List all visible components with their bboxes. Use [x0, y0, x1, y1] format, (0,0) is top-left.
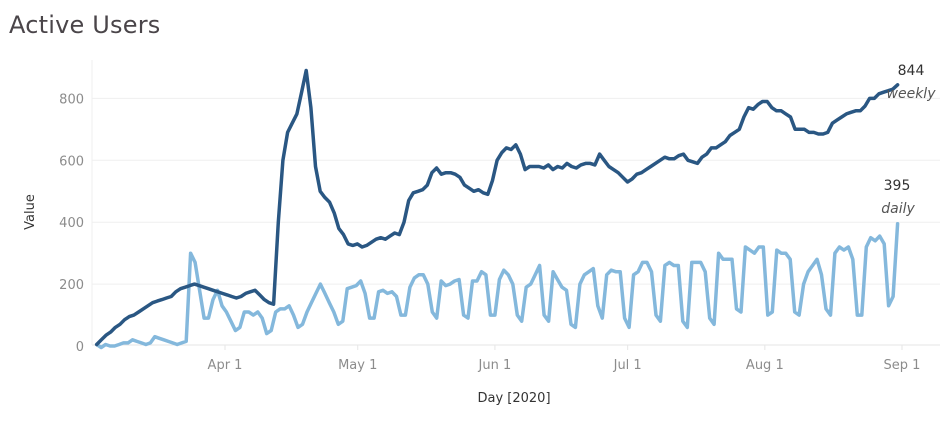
x-axis-ticks: Apr 1 May 1 Jun 1 Jul 1 Aug 1 Sep 1 — [208, 345, 921, 373]
x-tick-label: Aug 1 — [746, 358, 784, 373]
daily-series-label: daily — [881, 201, 915, 217]
y-axis-ticks: 0 200 400 600 800 — [59, 92, 84, 355]
weekly-end-value: 844 — [898, 63, 925, 79]
x-tick-label: Jul 1 — [613, 358, 642, 373]
x-tick-label: Jun 1 — [478, 358, 512, 373]
weekly-series-line — [94, 68, 900, 347]
y-tick-label: 400 — [59, 216, 84, 231]
daily-series-line — [94, 221, 900, 350]
weekly-series-label: weekly — [887, 86, 937, 102]
y-tick-label: 800 — [59, 92, 84, 107]
daily-end-value: 395 — [884, 178, 911, 194]
y-axis-title: Value — [23, 194, 38, 230]
y-tick-label: 0 — [76, 340, 84, 355]
x-tick-label: May 1 — [338, 358, 377, 373]
chart-title: Active Users — [9, 11, 161, 39]
x-tick-label: Sep 1 — [884, 358, 921, 373]
y-tick-label: 200 — [59, 278, 84, 293]
y-tick-label: 600 — [59, 154, 84, 169]
gridlines — [92, 97, 940, 285]
x-axis-title: Day [2020] — [477, 391, 550, 406]
x-tick-label: Apr 1 — [208, 358, 243, 373]
